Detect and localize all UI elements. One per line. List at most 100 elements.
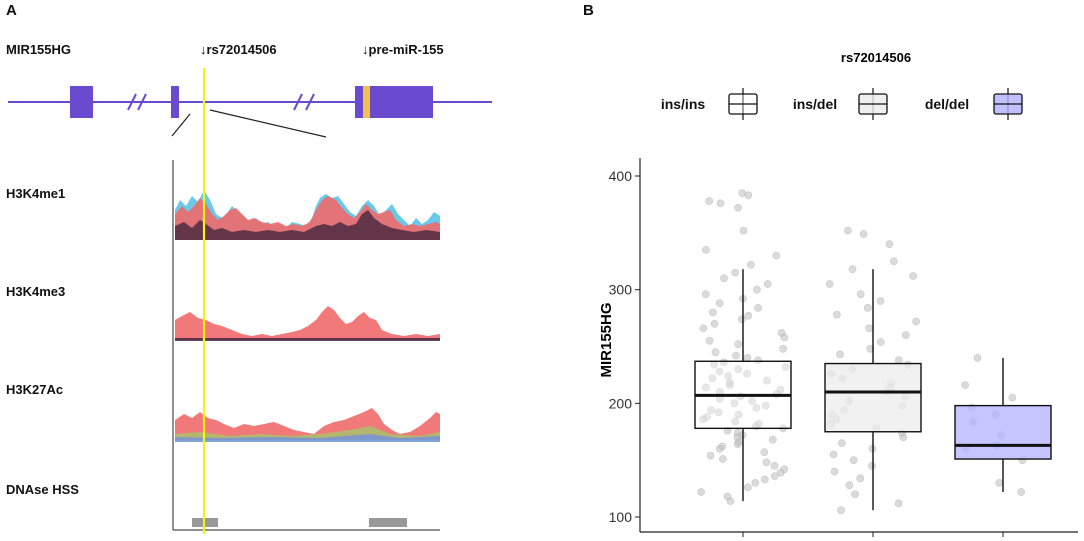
panel-b-letter: B [583, 2, 594, 19]
data-point [909, 272, 918, 280]
zoom-line [171, 113, 191, 137]
data-point [763, 280, 772, 288]
data-points [697, 189, 1027, 515]
data-point [781, 363, 790, 371]
data-point [885, 240, 894, 249]
y-tick-label: 100 [609, 509, 633, 525]
snp-label: ↓rs72014506 [200, 42, 277, 57]
y-axis-label: MIR155HG [598, 302, 615, 377]
legend-label: ins/ins [661, 96, 706, 112]
data-point [734, 203, 742, 212]
boxplot-chart: rs72014506 MIR155HG ins/ins ins/del del/de… [598, 50, 1078, 537]
zoom-line [209, 109, 327, 138]
data-point [868, 461, 876, 470]
data-point [715, 444, 724, 453]
data-point [825, 280, 834, 288]
legend: ins/ins ins/del del/del [661, 88, 1023, 120]
data-point [845, 481, 854, 490]
data-point [726, 497, 735, 505]
data-point [779, 344, 787, 353]
data-point [768, 435, 777, 444]
data-point [889, 257, 898, 266]
data-point [837, 439, 846, 447]
track-label-h3k4me1: H3K4me1 [6, 186, 66, 201]
snp-name: rs72014506 [206, 42, 277, 57]
data-point [876, 297, 885, 305]
data-point [743, 483, 752, 492]
data-point [752, 285, 761, 294]
data-point [707, 406, 715, 415]
h3k4me3-signal [175, 306, 440, 341]
track-label-h3k4me3: H3K4me3 [6, 284, 66, 299]
data-point [760, 448, 769, 457]
data-point [734, 365, 743, 374]
data-point [701, 290, 710, 299]
data-point [748, 397, 756, 405]
h3k27ac-signal [175, 408, 440, 442]
data-point [699, 415, 708, 424]
data-point [731, 417, 740, 426]
data-point [843, 226, 852, 235]
data-point [829, 450, 838, 459]
box-ins-del [824, 362, 922, 433]
data-point [715, 299, 724, 308]
data-point [743, 353, 752, 362]
data-point [714, 408, 723, 417]
data-point [772, 251, 781, 260]
box-del-del [954, 404, 1052, 460]
data-point [702, 383, 710, 392]
data-point [716, 199, 725, 208]
data-point [836, 350, 844, 359]
gene-break-mark [127, 93, 137, 111]
data-point [856, 290, 865, 299]
data-point [697, 488, 705, 496]
gene-break-mark [293, 93, 303, 111]
exon [70, 86, 93, 118]
data-point [746, 260, 755, 269]
data-point [973, 353, 982, 362]
data-point [856, 474, 865, 483]
data-point [776, 468, 785, 477]
data-point [859, 230, 868, 238]
y-tick-label: 400 [609, 168, 633, 184]
data-point [752, 403, 761, 412]
mirna-name: pre-miR-155 [368, 42, 444, 57]
data-point [961, 381, 969, 389]
data-point [737, 315, 746, 324]
gene-label: MIR155HG [6, 42, 72, 57]
data-point [851, 490, 859, 499]
data-point [733, 440, 742, 449]
data-point [763, 376, 771, 385]
pre-mir-155-region [363, 86, 370, 118]
gene-break-mark [305, 93, 315, 111]
data-point [830, 467, 839, 476]
data-point [770, 472, 779, 480]
data-point [760, 475, 769, 484]
data-point [761, 401, 770, 410]
data-point [751, 478, 760, 487]
data-point [734, 340, 742, 349]
data-point [706, 451, 715, 460]
data-point [1017, 488, 1026, 496]
data-point [720, 274, 728, 283]
data-point [866, 344, 875, 353]
down-arrow-icon: ↓ [200, 42, 207, 57]
gene-break-mark [137, 93, 147, 111]
data-point [849, 456, 858, 465]
data-point [848, 265, 857, 274]
data-point [744, 311, 753, 320]
y-tick-label: 200 [609, 395, 633, 411]
exon [171, 86, 179, 118]
axes: 100 200 300 400 [609, 158, 1078, 537]
data-point [780, 333, 789, 342]
data-point [734, 410, 743, 419]
chart-title: rs72014506 [841, 50, 911, 65]
data-point [702, 245, 710, 254]
boxes [694, 269, 1052, 511]
data-point [995, 478, 1004, 487]
data-point [832, 310, 841, 319]
dnase-peak [369, 518, 407, 527]
data-point [1008, 393, 1017, 402]
data-point [865, 324, 874, 333]
data-point [705, 197, 714, 205]
